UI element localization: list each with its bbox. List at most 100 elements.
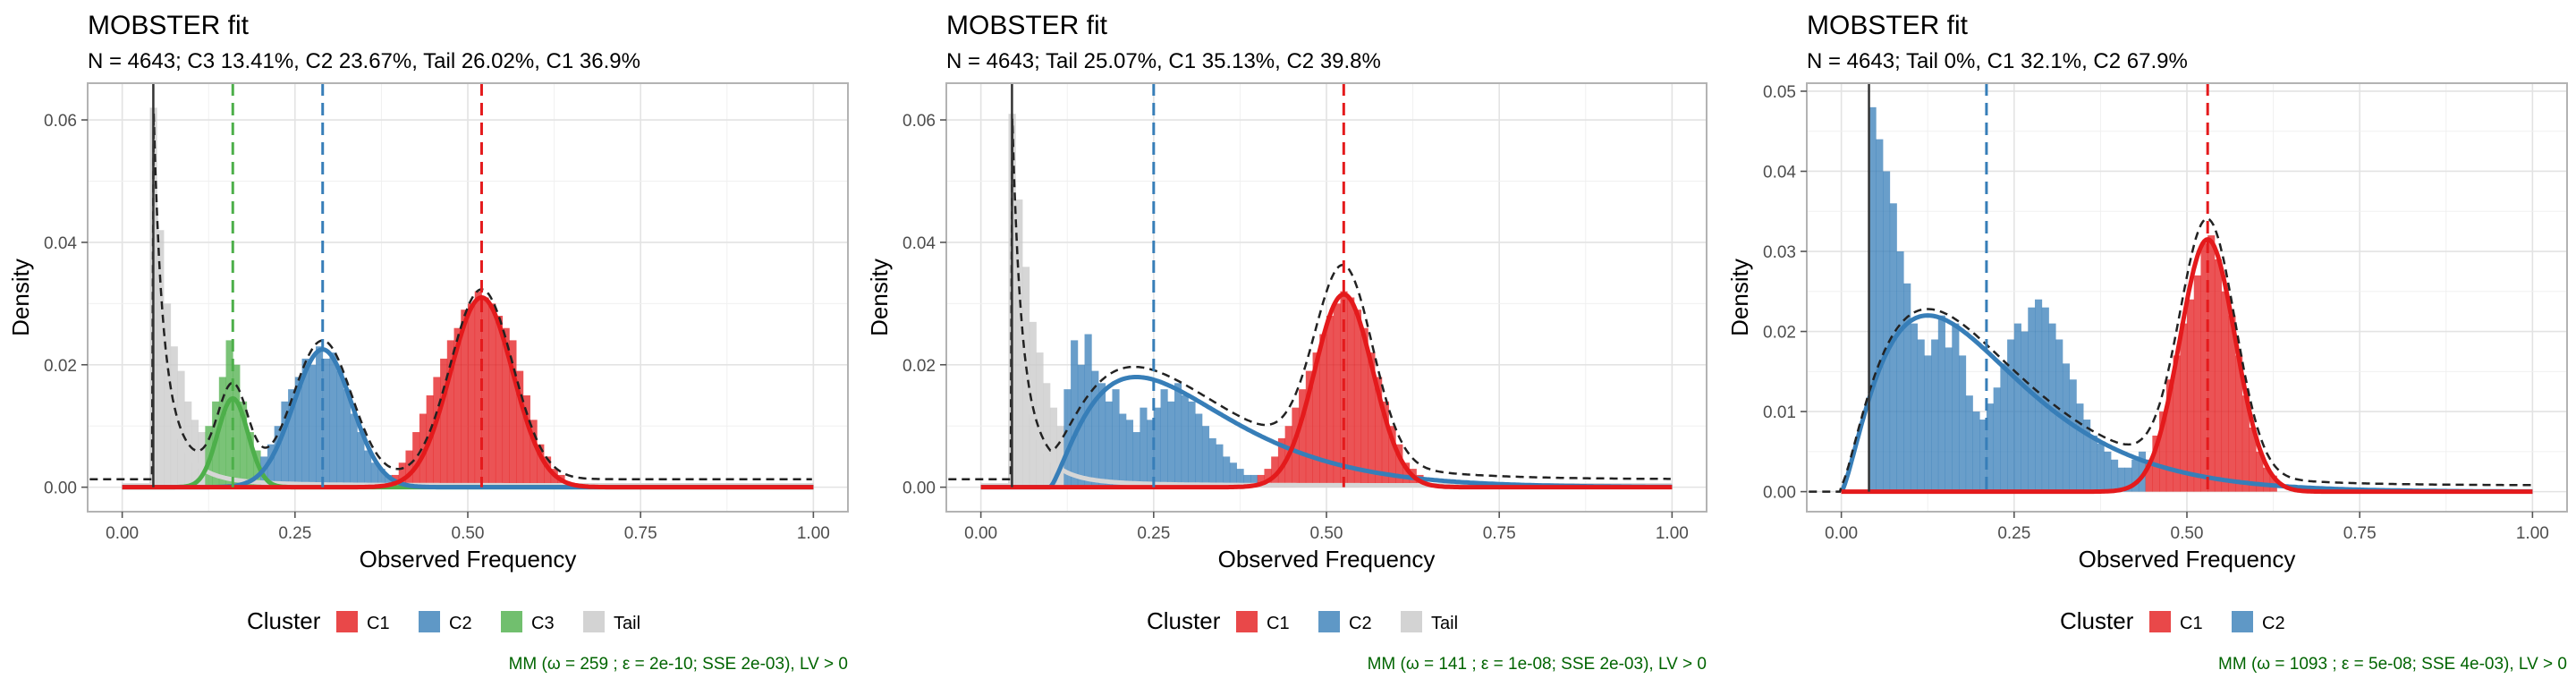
legend-swatch-c1	[2149, 611, 2171, 632]
histogram-bar-c1	[1292, 407, 1300, 488]
x-tick-label: 0.25	[278, 524, 311, 543]
histogram-bar-c3	[240, 401, 248, 488]
legend-swatch-tail	[583, 611, 605, 632]
histogram-bar-c1	[1277, 437, 1286, 488]
histogram-bar-c1	[1388, 426, 1396, 488]
histogram-bar-c2	[1181, 394, 1189, 488]
legend: Cluster C1 C2	[2060, 607, 2285, 634]
histogram-bar-tail	[198, 432, 206, 488]
histogram-bar-c2	[2089, 435, 2097, 492]
y-tick-label: 0.00	[44, 479, 77, 498]
histogram-bar-tail	[191, 420, 199, 488]
chart-title: MOBSTER fit	[88, 11, 250, 40]
histogram-bar-c1	[440, 358, 448, 488]
histogram-bar-c1	[495, 316, 504, 488]
histogram-bar-c3	[246, 432, 254, 488]
histogram-bar-c1	[474, 291, 482, 488]
histogram-bar-c2	[1112, 389, 1120, 488]
histogram-bar-tail	[1049, 407, 1058, 488]
legend-swatch-c1	[1236, 611, 1258, 632]
mixture-density-curve	[948, 118, 1671, 480]
chart-subtitle: N = 4643; C3 13.41%, C2 23.67%, Tail 26.…	[88, 49, 640, 73]
histogram-bar-c2	[1903, 283, 1911, 492]
histogram-bar-c1	[2235, 355, 2243, 492]
histogram-bar-c1	[522, 394, 530, 488]
histogram-bar-c2	[1868, 106, 1877, 492]
histogram-bar-c2	[2000, 363, 2008, 492]
y-tick-label: 0.04	[902, 234, 936, 253]
histogram-bar-c2	[1063, 389, 1072, 488]
axes: 0.00 0.25 0.50 0.75 1.00 0.00 0.01 0.02 0.03 0.04…	[1726, 83, 2549, 572]
histogram-bar-c2	[322, 358, 330, 488]
histogram-bar-c2	[2062, 363, 2071, 492]
histogram-bar-c2	[1160, 389, 1168, 488]
legend-label-c2: C2	[1349, 614, 1372, 633]
histogram-bar-c1	[433, 377, 441, 488]
histogram-bar-c1	[502, 327, 510, 488]
legend-label-tail: Tail	[1431, 614, 1458, 633]
histogram-bar-c2	[1147, 420, 1155, 488]
x-tick-label: 1.00	[2516, 524, 2549, 543]
histogram-bar-c2	[2028, 307, 2036, 492]
legend: Cluster C1 C2 C3 Tail	[247, 607, 640, 634]
legend-label-c2: C2	[449, 614, 472, 633]
y-tick-label: 0.02	[902, 357, 936, 376]
legend-title: Cluster	[2060, 607, 2134, 634]
fit-footer: MM (ω = 141 ; ε = 1e-08; SSE 2e-03), LV …	[1368, 655, 1707, 674]
x-axis-label: Observed Frequency	[1218, 546, 1436, 572]
x-axis-label: Observed Frequency	[360, 546, 577, 572]
legend-title: Cluster	[247, 607, 321, 634]
histogram-bar-c1	[1271, 456, 1279, 488]
histogram-bar-c2	[2124, 467, 2132, 492]
x-tick-label: 0.25	[1137, 524, 1170, 543]
density-curves	[948, 118, 1673, 490]
y-tick-label: 0.05	[1763, 83, 1796, 102]
histogram-bar-c1	[1333, 303, 1341, 488]
histogram-bar-c2	[1910, 323, 1919, 492]
density-curve-c1	[980, 292, 1673, 490]
y-axis-label: Density	[7, 259, 34, 336]
mixture-density-curve	[1809, 217, 2531, 493]
histogram-bar-c3	[218, 377, 226, 488]
histogram-bar-c1	[488, 303, 496, 488]
histogram-bar-c2	[2035, 299, 2043, 492]
histogram-bar-c1	[468, 303, 476, 488]
histogram-bar-c1	[1319, 334, 1327, 488]
y-tick-label: 0.01	[1763, 403, 1796, 422]
y-tick-label: 0.02	[1763, 324, 1796, 343]
histogram-bar-c2	[364, 450, 372, 488]
density-curves	[1809, 217, 2533, 495]
histogram-bar-c2	[1979, 420, 1987, 492]
x-tick-label: 0.00	[106, 524, 139, 543]
reference-lines	[152, 83, 483, 488]
histogram-bar-c2	[274, 426, 282, 488]
histogram-bar-c2	[1098, 383, 1106, 488]
histogram-bar-c1	[1264, 469, 1272, 488]
histogram-bar-c2	[1917, 339, 1925, 492]
histogram-bar-c2	[385, 474, 393, 488]
histogram-bar-c1	[412, 432, 420, 488]
mobster-panel-1: MOBSTER fit N = 4643; C3 13.41%, C2 23.67…	[7, 11, 849, 674]
histogram-bar-c2	[1105, 401, 1113, 488]
histogram-bar-c1	[1312, 352, 1320, 488]
histogram-bar-c2	[1896, 251, 1904, 492]
x-tick-label: 0.00	[964, 524, 997, 543]
histogram-bar-c2	[329, 352, 337, 488]
axes: 0.00 0.25 0.50 0.75 1.00 0.00 0.02 0.04 0.06 Obse…	[866, 112, 1689, 572]
histogram-bar-c2	[1153, 407, 1161, 488]
histogram-bar-c1	[2173, 355, 2181, 492]
histogram-bar-c2	[1952, 323, 1960, 492]
histogram-bar-c2	[336, 370, 344, 488]
x-tick-label: 0.75	[2343, 524, 2377, 543]
legend-label-c1: C1	[1267, 614, 1290, 633]
histogram-bar-c1	[2249, 427, 2257, 492]
histogram-bar-c2	[1132, 432, 1140, 488]
histogram-bar-c2	[1965, 395, 1973, 492]
axes: 0.00 0.25 0.50 0.75 1.00 0.00 0.02 0.04 0.06 Obse…	[7, 112, 830, 572]
histogram-bar-c1	[2263, 467, 2271, 492]
histogram-bar-c1	[446, 340, 454, 488]
histogram-bar-c1	[2228, 315, 2236, 492]
reference-lines	[1011, 83, 1345, 488]
x-tick-label: 0.50	[452, 524, 485, 543]
histogram-bar-c2	[2111, 459, 2119, 492]
